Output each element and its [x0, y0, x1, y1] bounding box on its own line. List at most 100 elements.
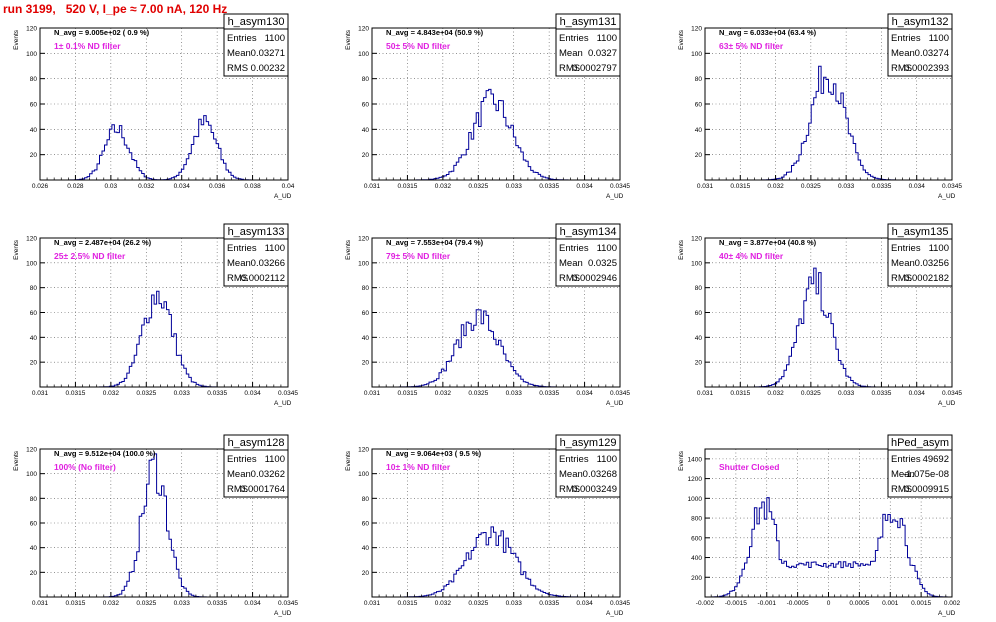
x-tick-label: 0.0335 — [539, 183, 559, 190]
x-tick-label: 0.0005 — [849, 600, 869, 607]
stats-key: Mean — [227, 48, 251, 59]
x-tick-label: 0.0335 — [539, 390, 559, 397]
y-tick-label: 60 — [362, 310, 370, 317]
histogram-name: hPed_asym — [891, 437, 949, 449]
stats-key: RMS — [227, 63, 248, 74]
stats-key: RMS — [227, 273, 248, 284]
y-tick-label: 60 — [695, 310, 703, 317]
y-tick-label: 800 — [691, 516, 702, 523]
stats-value: 0.0001764 — [240, 484, 285, 495]
x-tick-label: 0.031 — [32, 600, 49, 607]
y-tick-label: 80 — [30, 76, 38, 83]
stats-value: 49692 — [923, 454, 949, 465]
histogram-line — [705, 65, 952, 181]
y-tick-label: 40 — [362, 545, 370, 552]
stats-box — [555, 13, 621, 77]
filter-note: 50± 5% ND filter — [386, 41, 451, 51]
x-tick-label: 0.033 — [838, 390, 855, 397]
x-tick-label: 0.0315 — [397, 600, 417, 607]
histogram-line — [705, 497, 952, 598]
x-tick-label: 0.0325 — [801, 183, 821, 190]
y-tick-label: 40 — [30, 127, 38, 134]
y-axis-title: Events — [345, 239, 352, 260]
y-tick-label: 80 — [362, 285, 370, 292]
navg-label: N_avg = 6.033e+04 (63.4 %) — [719, 28, 817, 37]
y-tick-label: 1200 — [688, 476, 703, 483]
y-tick-label: 40 — [30, 545, 38, 552]
x-tick-label: 0.034 — [174, 183, 191, 190]
x-tick-label: 0.0345 — [942, 390, 962, 397]
y-tick-label: 80 — [695, 285, 703, 292]
y-tick-label: 40 — [30, 335, 38, 342]
stats-key: Mean — [559, 48, 583, 59]
x-tick-label: 0.034 — [909, 390, 926, 397]
filter-note: 1± 0.1% ND filter — [54, 41, 121, 51]
stats-box — [555, 223, 621, 287]
y-tick-label: 120 — [26, 447, 37, 454]
y-axis-title: Events — [13, 29, 20, 50]
x-tick-label: 0.032 — [138, 183, 155, 190]
stats-key: Entries — [227, 33, 257, 44]
histogram-panel-h_asym135: 0.031 0.0315 0.032 0.0325 0.033 0.0335 0.034 0.… — [678, 223, 962, 407]
stats-key: RMS — [891, 484, 912, 495]
navg-label: N_avg = 9.005e+02 ( 0.9 %) — [54, 28, 150, 37]
histogram-panel-h_asym134: 0.031 0.0315 0.032 0.0325 0.033 0.0335 0.034 0.… — [345, 223, 630, 407]
y-axis-title: Events — [345, 450, 352, 471]
y-axis-title: Events — [678, 29, 685, 50]
x-tick-label: -0.0005 — [787, 600, 809, 607]
histogram-panel-h_asym128: 0.031 0.0315 0.032 0.0325 0.033 0.0335 0.034 0.… — [13, 434, 298, 617]
x-tick-label: 0.028 — [67, 183, 84, 190]
stats-key: Entries — [227, 243, 257, 254]
navg-label: N_avg = 9.512e+04 (100.0 %) — [54, 449, 156, 458]
y-tick-label: 80 — [695, 76, 703, 83]
y-tick-label: 80 — [362, 76, 370, 83]
x-tick-label: 0.04 — [282, 183, 295, 190]
filter-note: 79± 5% ND filter — [386, 251, 451, 261]
histogram-panel-h_asym130: 0.026 0.028 0.03 0.032 0.034 0.036 0.038 0.04 20… — [13, 13, 295, 200]
x-tick-label: 0.032 — [103, 600, 120, 607]
y-tick-label: 100 — [358, 260, 369, 267]
x-tick-label: 0.0015 — [911, 600, 931, 607]
x-tick-label: 0.033 — [506, 183, 523, 190]
stats-box — [555, 434, 621, 498]
x-tick-label: 0.0325 — [468, 183, 488, 190]
y-tick-label: 80 — [362, 496, 370, 503]
stats-value: 0.0325 — [588, 258, 617, 269]
stats-box — [223, 223, 289, 287]
x-tick-label: 0.0325 — [801, 390, 821, 397]
x-tick-label: 0.032 — [103, 390, 120, 397]
x-tick-label: 0.0315 — [397, 390, 417, 397]
stats-key: RMS — [559, 484, 580, 495]
y-tick-label: 120 — [358, 236, 369, 243]
x-tick-label: 0.033 — [838, 183, 855, 190]
histogram-name: h_asym132 — [892, 16, 949, 28]
histogram-line — [372, 309, 620, 388]
y-tick-label: 100 — [691, 51, 702, 58]
x-tick-label: 0.032 — [435, 183, 452, 190]
y-tick-label: 20 — [30, 360, 38, 367]
x-tick-label: 0.002 — [944, 600, 961, 607]
x-tick-label: 0.031 — [364, 600, 381, 607]
stats-value: 1100 — [265, 243, 285, 254]
y-tick-label: 60 — [30, 310, 38, 317]
stats-value: 1100 — [597, 33, 617, 44]
stats-key: Mean — [891, 48, 915, 59]
y-tick-label: 1400 — [688, 456, 703, 463]
stats-key: RMS — [559, 273, 580, 284]
stats-key: Mean — [891, 469, 915, 480]
stats-key: Entries — [891, 454, 921, 465]
y-tick-label: 100 — [26, 471, 37, 478]
x-axis-title: A_UD — [938, 610, 956, 617]
x-tick-label: 0.034 — [244, 390, 261, 397]
x-axis-title: A_UD — [274, 193, 292, 200]
y-tick-label: 120 — [26, 236, 37, 243]
y-tick-label: 400 — [691, 555, 702, 562]
histogram-line — [372, 526, 620, 598]
y-tick-label: 60 — [30, 102, 38, 109]
x-tick-label: 0.032 — [435, 600, 452, 607]
y-tick-label: 20 — [695, 360, 703, 367]
stats-key: Entries — [559, 33, 589, 44]
x-tick-label: 0.031 — [364, 183, 381, 190]
y-axis-title: Events — [13, 450, 20, 471]
